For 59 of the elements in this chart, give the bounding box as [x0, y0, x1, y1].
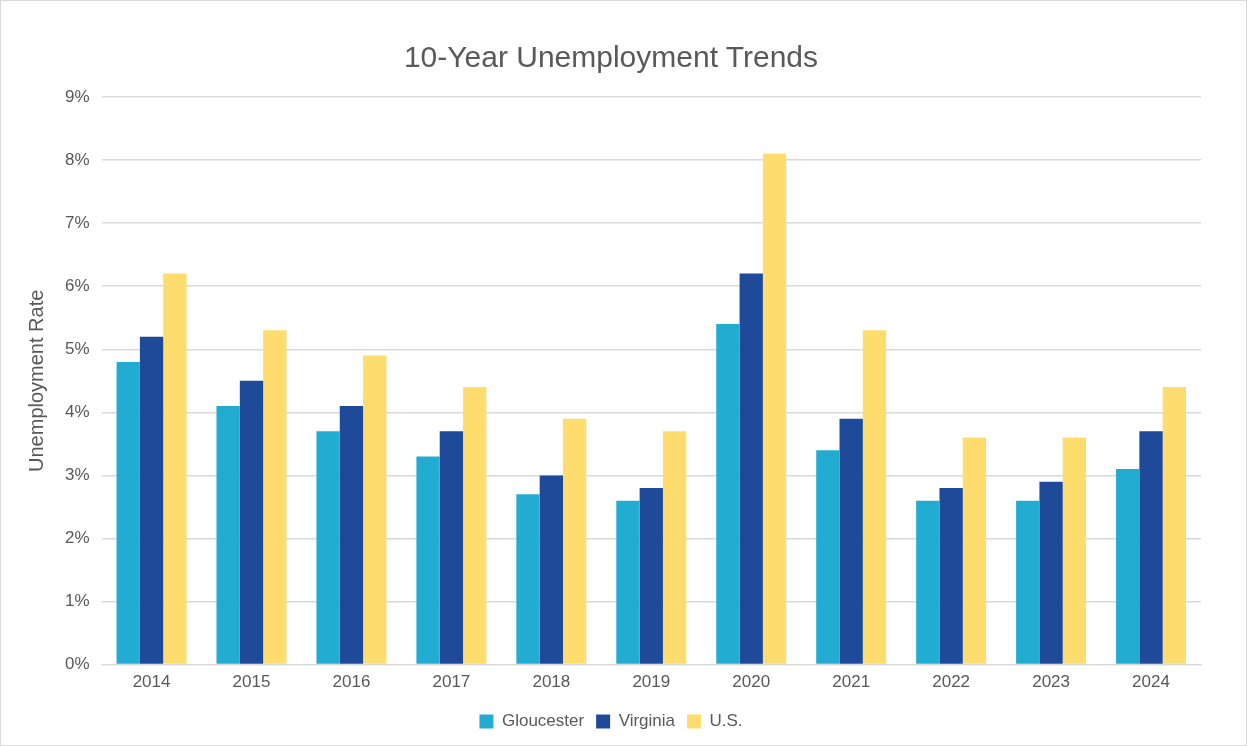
bar	[916, 500, 940, 664]
chart-title: 10-Year Unemployment Trends	[403, 40, 819, 74]
x-tick-label: 2014	[132, 672, 171, 692]
bar	[639, 488, 663, 664]
bar	[216, 406, 240, 664]
bar	[416, 456, 440, 664]
bar	[616, 500, 640, 664]
x-tick-label: 2017	[432, 672, 471, 692]
legend-label: Virginia	[618, 711, 676, 731]
y-tick-label: 4%	[64, 402, 90, 422]
bar	[716, 324, 740, 664]
bar	[263, 330, 287, 664]
bar	[339, 406, 364, 664]
x-tick-label: 2022	[932, 672, 971, 692]
bar	[316, 431, 340, 664]
legend-label: Gloucester	[501, 711, 585, 731]
bar	[762, 153, 787, 664]
x-tick-label: 2018	[532, 672, 571, 692]
x-tick-label: 2015	[232, 672, 271, 692]
bar	[116, 361, 140, 664]
x-tick-label: 2020	[732, 672, 771, 692]
bar	[439, 431, 464, 664]
y-tick-label: 8%	[64, 149, 90, 169]
bar	[839, 418, 863, 664]
y-axis-title: Unemployment Rate	[24, 289, 47, 472]
legend-label: U.S.	[709, 711, 743, 731]
x-tick-label: 2019	[632, 672, 671, 692]
y-tick-label: 6%	[64, 275, 90, 295]
bar	[539, 475, 563, 664]
bar	[816, 450, 840, 664]
y-tick-label: 0%	[64, 654, 90, 674]
bar	[163, 273, 187, 664]
x-tick-label: 2023	[1032, 672, 1070, 692]
bar	[862, 330, 887, 664]
bar	[516, 494, 540, 664]
bar	[1116, 469, 1140, 664]
bar	[363, 355, 387, 664]
bar	[1062, 437, 1087, 664]
y-tick-label: 9%	[64, 86, 90, 106]
bar	[463, 387, 487, 664]
y-tick-label: 7%	[64, 212, 90, 232]
bar	[1162, 387, 1187, 664]
bar	[1016, 500, 1040, 664]
bar	[239, 380, 264, 664]
bar	[939, 488, 963, 664]
y-tick-label: 5%	[64, 338, 90, 358]
bar	[962, 437, 987, 664]
y-tick-label: 2%	[64, 528, 90, 548]
bar	[1039, 481, 1063, 664]
y-tick-label: 1%	[64, 591, 90, 611]
x-tick-label: 2016	[332, 672, 371, 692]
bar	[563, 418, 587, 664]
x-tick-label: 2024	[1132, 672, 1170, 692]
bar	[662, 431, 687, 664]
y-tick-label: 3%	[64, 465, 90, 485]
bar	[739, 273, 763, 664]
bar	[1139, 431, 1163, 664]
x-tick-label: 2021	[832, 672, 871, 692]
bar	[139, 336, 164, 664]
